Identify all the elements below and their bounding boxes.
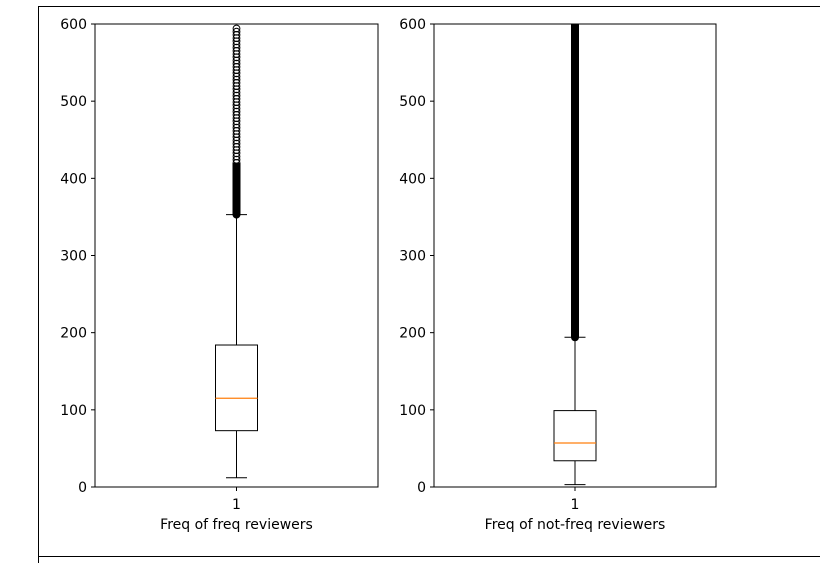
outlier-dense-top: [571, 24, 579, 25]
x-tick-label: 1: [571, 497, 580, 513]
outlier-dense-band: [571, 24, 579, 338]
left-boxplot-panel: 0 100 200 300 400 500 600 1 Freq of freq reviewe…: [60, 17, 379, 533]
x-axis-label: Freq of freq reviewers: [160, 517, 313, 533]
y-tick-label: 400: [60, 171, 87, 187]
outlier-dense-base: [571, 333, 579, 342]
x-tick-label: 1: [232, 497, 241, 513]
y-tick-label: 500: [399, 94, 426, 110]
y-tick-label: 600: [399, 17, 426, 33]
outlier-point: [232, 27, 241, 36]
y-tick-label: 600: [60, 17, 87, 33]
y-tick-label: 400: [399, 171, 426, 187]
box-iqr: [553, 410, 597, 462]
outlier-dense-base: [232, 210, 241, 219]
y-tick-label: 100: [60, 403, 87, 419]
box-iqr: [215, 344, 258, 432]
y-tick-label: 100: [399, 403, 426, 419]
y-tick-label: 300: [60, 249, 87, 265]
outlier-point: [232, 24, 241, 33]
y-tick-label: 200: [60, 326, 87, 342]
outlier-dense-band: [232, 162, 241, 215]
y-tick-label: 500: [60, 94, 87, 110]
y-tick-label: 300: [399, 249, 426, 265]
y-tick-label: 0: [78, 480, 87, 496]
y-tick-label: 200: [399, 326, 426, 342]
right-boxplot-panel: 0 100 200 300 400 500 600 1 Freq of not-freq rev…: [399, 17, 717, 533]
figure-frame: [38, 6, 820, 563]
y-tick-label: 0: [417, 480, 426, 496]
x-axis-label: Freq of not-freq reviewers: [485, 517, 666, 533]
